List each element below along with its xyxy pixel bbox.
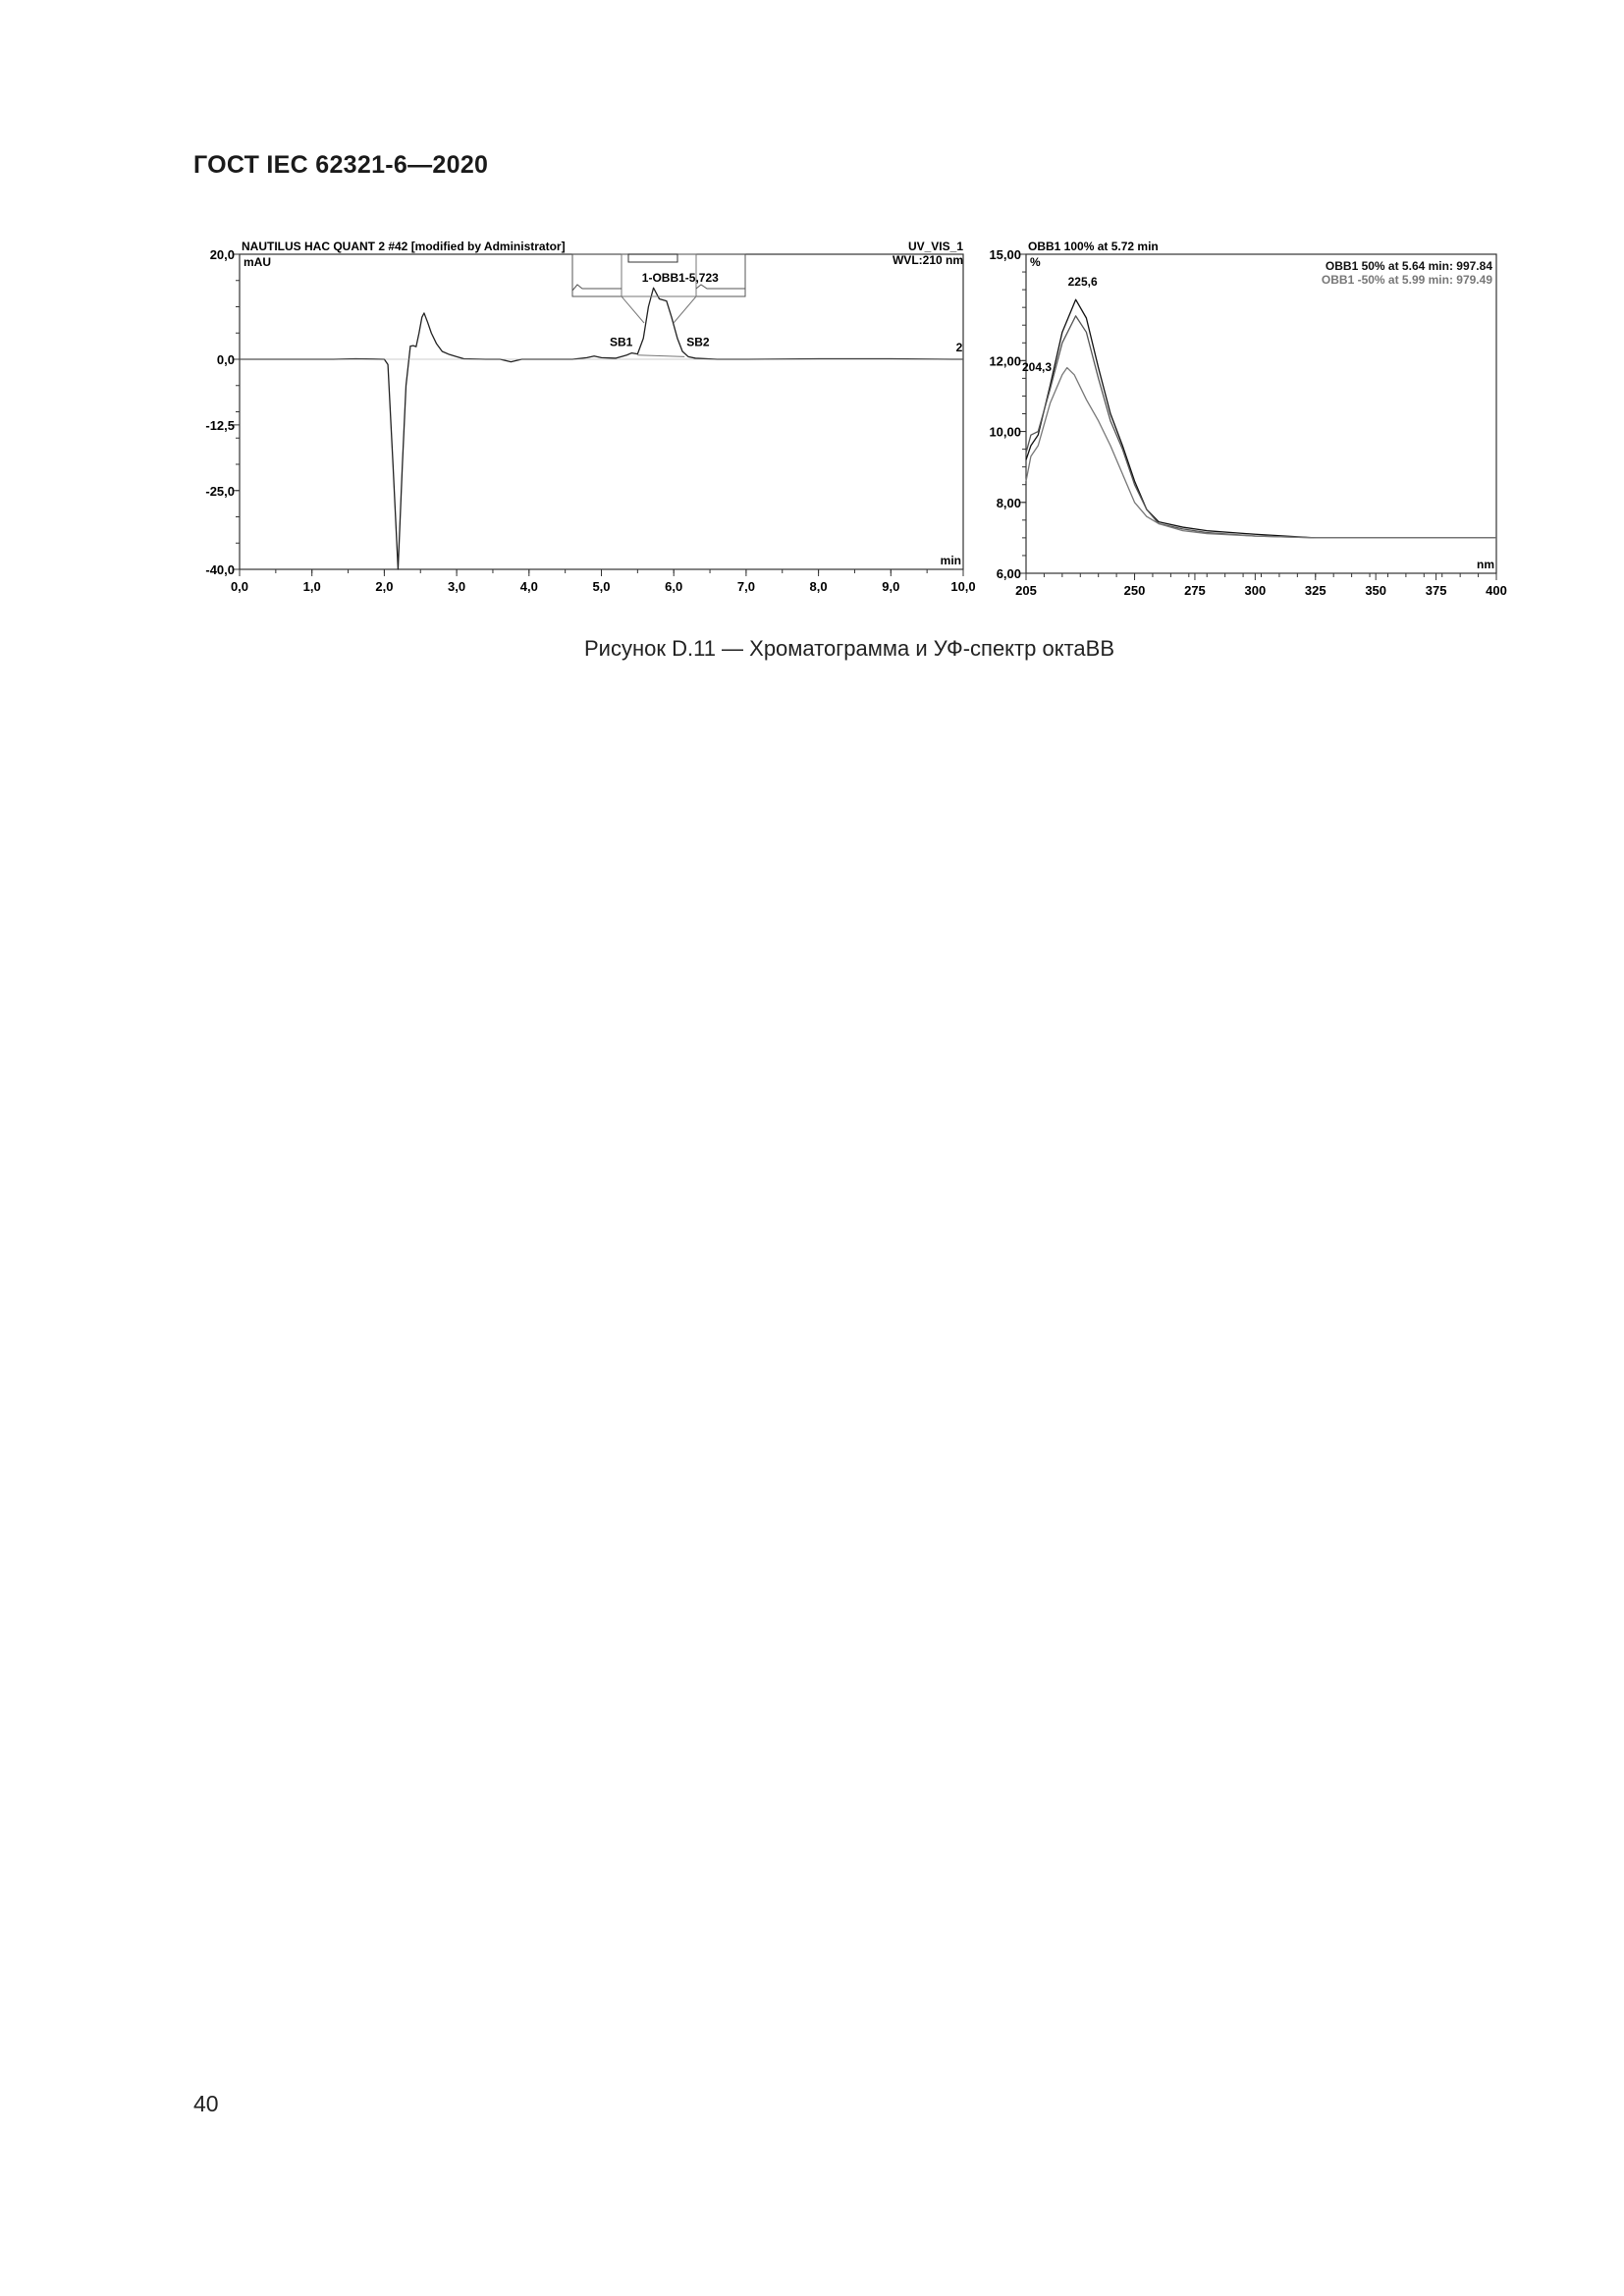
figure-caption: Рисунок D.11 — Хроматограмма и УФ-спектр… — [584, 636, 1114, 661]
series-line-3 — [1025, 366, 1496, 539]
inset-trace-right — [695, 284, 745, 290]
peak-2-label: 2 — [956, 341, 963, 354]
y-tick-label: 20,0 — [210, 247, 235, 262]
peak-baseline — [637, 354, 685, 357]
x-tick-label: 250 — [1124, 583, 1146, 598]
x-tick-label: 3,0 — [448, 579, 465, 594]
x-tick-label: 4,0 — [520, 579, 538, 594]
channel-label: UV_VIS_1 — [908, 240, 963, 253]
inset-marker — [627, 253, 678, 263]
y-axis-unit: % — [1030, 255, 1041, 269]
inset-connector-right — [673, 295, 697, 324]
inset-box-left — [571, 253, 623, 297]
x-tick-label: 400 — [1486, 583, 1507, 598]
plot-frame — [1025, 253, 1497, 574]
x-tick-label: 2,0 — [375, 579, 393, 594]
y-tick-label: 10,00 — [989, 425, 1021, 440]
peak-max-label: 225,6 — [1068, 275, 1098, 289]
uv-spectrum-chart: 205 250 275 300 325 350 375 400 15,00 12,00 10,00 8… — [989, 240, 1506, 598]
x-tick-label: 275 — [1184, 583, 1206, 598]
x-axis-unit: min — [941, 554, 961, 567]
chart-title: OBB1 100% at 5.72 min — [1028, 240, 1159, 253]
legend-entry-2: OBB1 -50% at 5.99 min: 979.49 — [1322, 273, 1492, 287]
y-tick-label: 8,00 — [997, 496, 1021, 510]
chart-title: NAUTILUS HAC QUANT 2 #42 [modified by Ad… — [242, 240, 566, 253]
plot-frame — [239, 253, 964, 570]
sb2-label: SB2 — [686, 336, 710, 349]
series-line-1 — [240, 287, 963, 570]
x-tick-label: 9,0 — [882, 579, 899, 594]
x-tick-label: 205 — [1015, 583, 1037, 598]
y-tick-label: -12,5 — [205, 418, 235, 433]
wavelength-label: WVL:210 nm — [893, 253, 963, 267]
standard-header: ГОСТ IEC 62321-6—2020 — [193, 151, 489, 179]
x-tick-label: 8,0 — [810, 579, 828, 594]
y-tick-label: 12,00 — [989, 353, 1021, 368]
series-line-2 — [1025, 315, 1496, 539]
x-tick-label: 6,0 — [665, 579, 682, 594]
y-tick-label: -25,0 — [205, 484, 235, 499]
x-tick-label: 7,0 — [737, 579, 755, 594]
x-tick-label: 325 — [1305, 583, 1326, 598]
x-tick-label: 300 — [1245, 583, 1267, 598]
y-tick-label: -40,0 — [205, 562, 235, 577]
x-axis-unit: nm — [1477, 558, 1494, 571]
figure-svg: 0,0 1,0 2,0 3,0 4,0 5,0 6,0 7,0 8,0 9,0 10,0 20,0 0,… — [205, 240, 1506, 598]
y-tick-label: 6,00 — [997, 566, 1021, 581]
series-line-1 — [1025, 298, 1496, 539]
x-tick-label: 10,0 — [950, 579, 975, 594]
x-tick-label: 375 — [1426, 583, 1447, 598]
x-tick-label: 350 — [1365, 583, 1386, 598]
inset-connector-left — [621, 295, 645, 324]
x-tick-label: 5,0 — [592, 579, 610, 594]
sb1-label: SB1 — [610, 336, 633, 349]
figure: 0,0 1,0 2,0 3,0 4,0 5,0 6,0 7,0 8,0 9,0 10,0 20,0 0,… — [187, 228, 1542, 601]
chromatogram-chart: 0,0 1,0 2,0 3,0 4,0 5,0 6,0 7,0 8,0 9,0 10,0 20,0 0,… — [205, 240, 975, 594]
peak-label: 1-OBB1-5,723 — [642, 271, 719, 285]
x-tick-label: 1,0 — [303, 579, 321, 594]
y-axis-unit: mAU — [244, 255, 271, 269]
page-number: 40 — [193, 2091, 219, 2116]
peak-min-label: 204,3 — [1022, 360, 1052, 374]
x-tick-label: 0,0 — [231, 579, 248, 594]
legend-entry-1: OBB1 50% at 5.64 min: 997.84 — [1326, 259, 1492, 273]
inset-trace-left — [571, 284, 622, 292]
y-tick-label: 15,00 — [989, 247, 1021, 262]
y-tick-label: 0,0 — [217, 352, 235, 367]
